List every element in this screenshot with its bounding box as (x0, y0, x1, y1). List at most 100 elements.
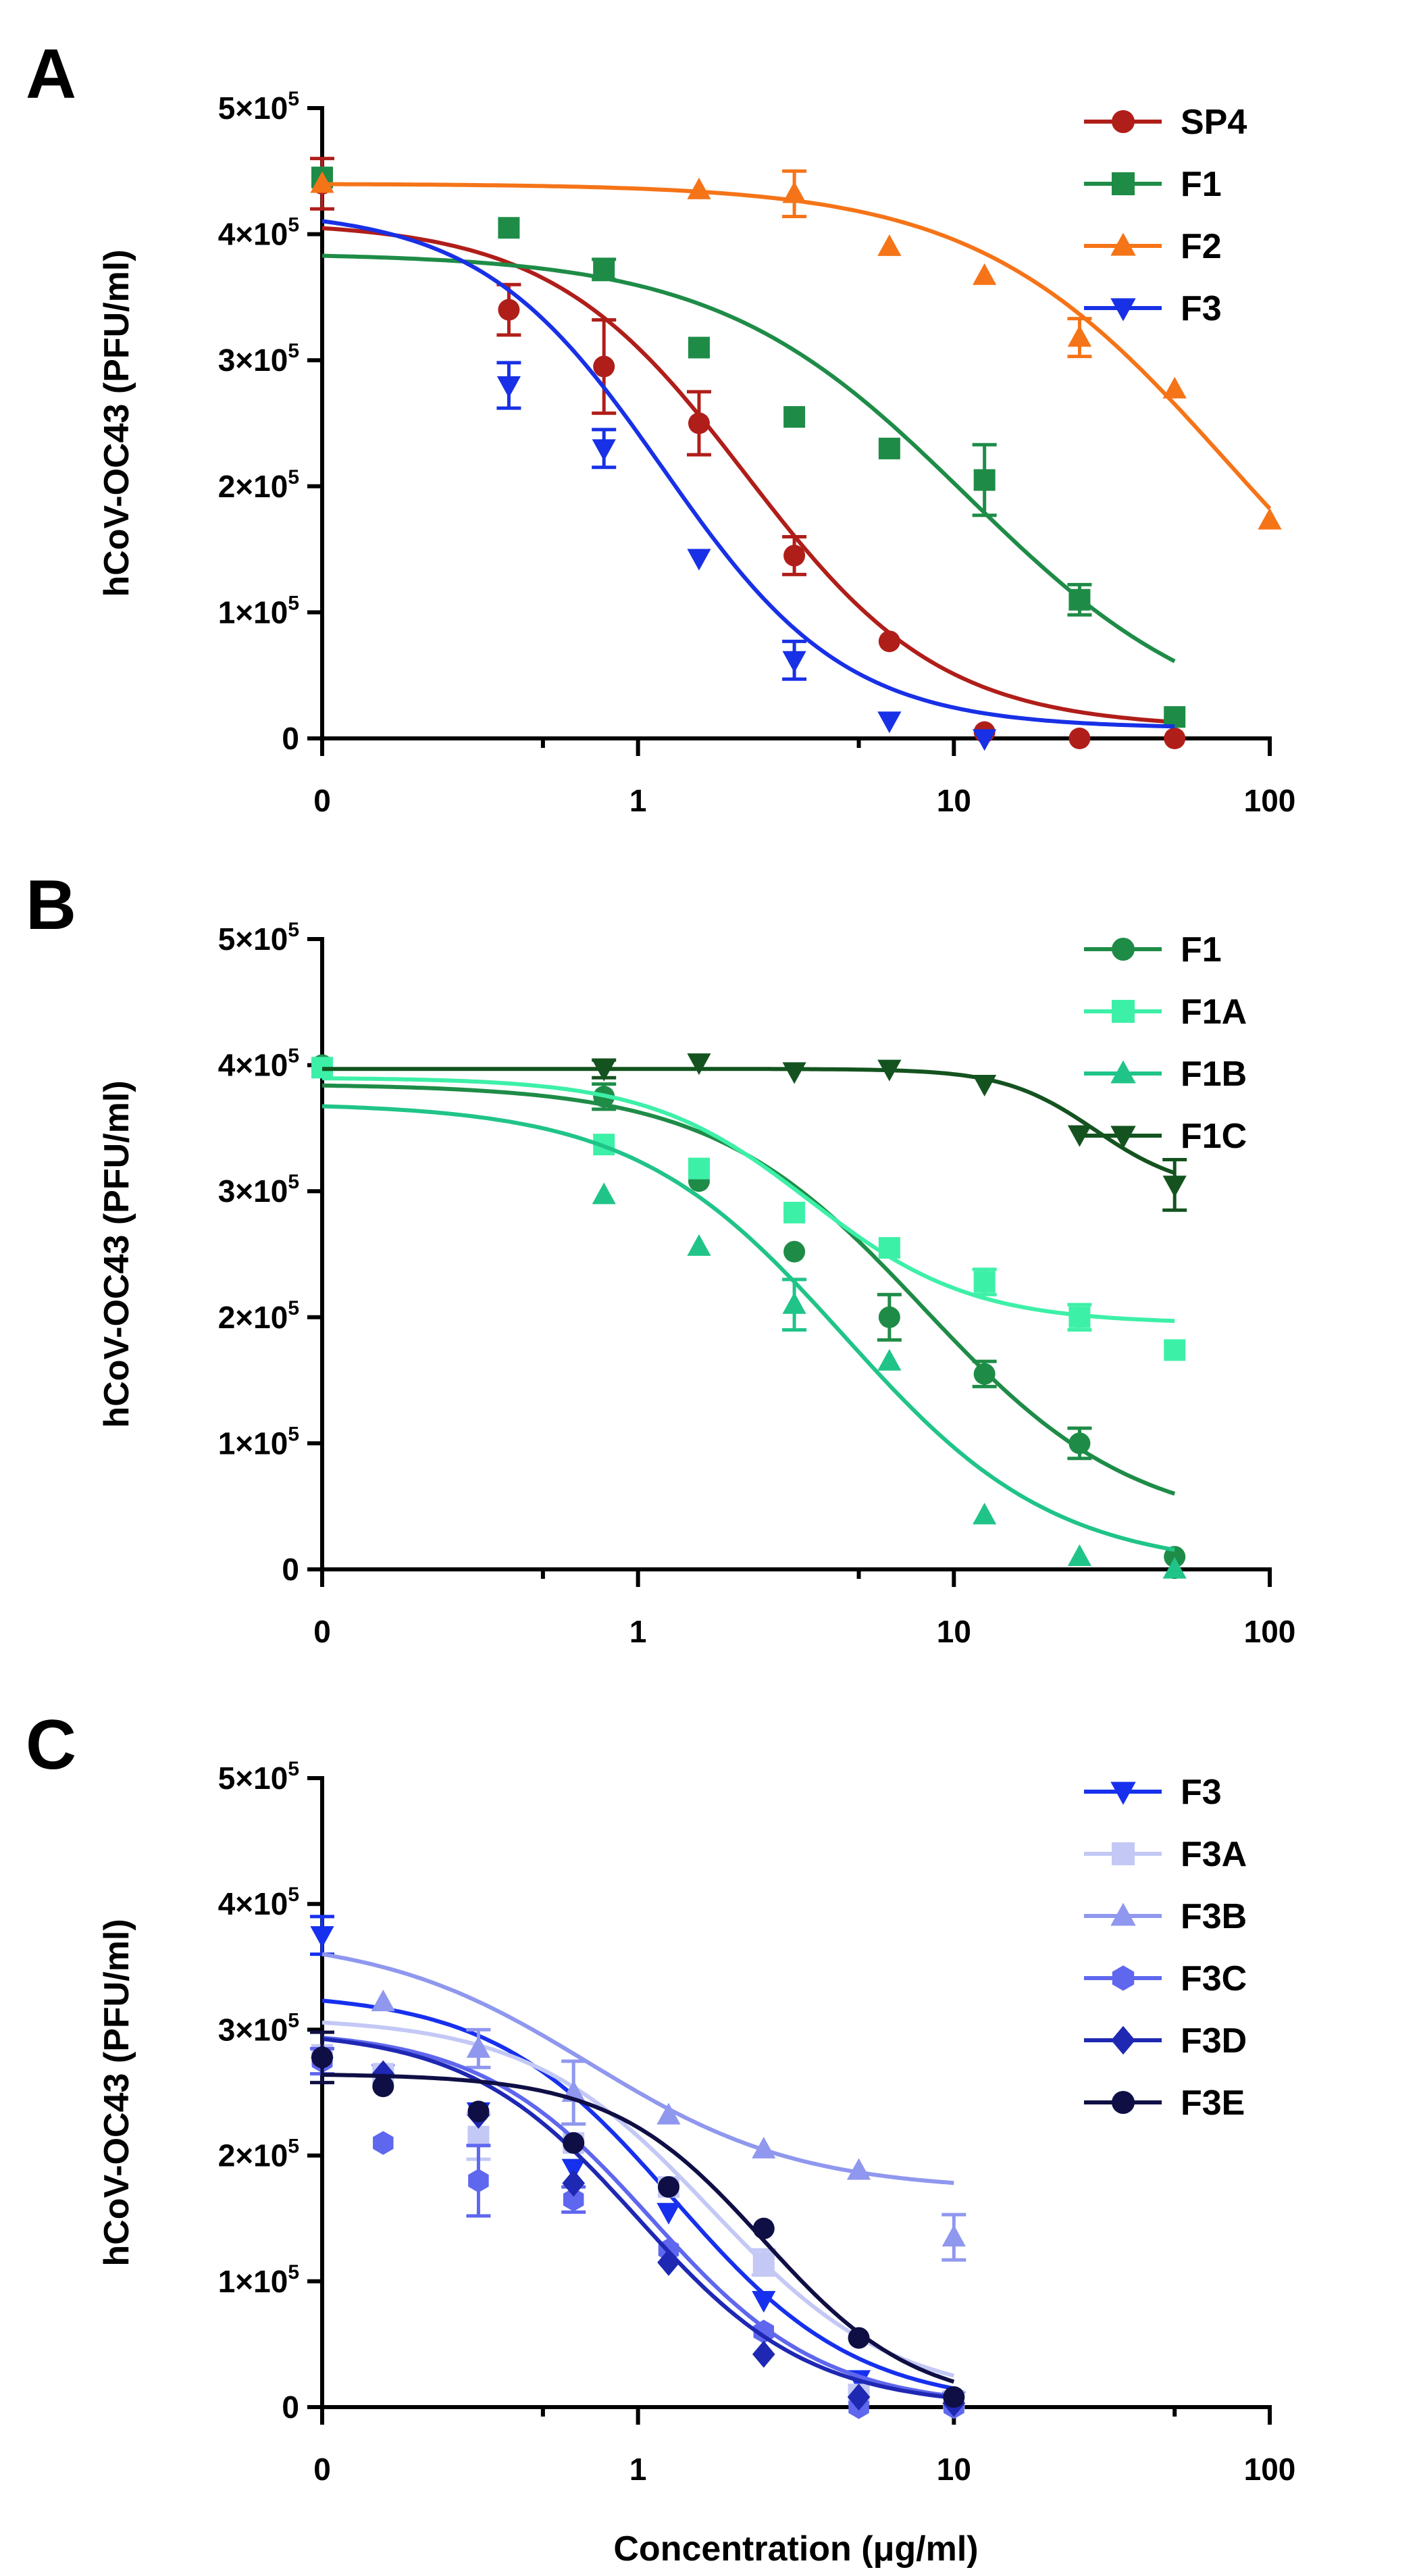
y-tick-exponent: 5 (288, 2261, 299, 2283)
y-axis-title: hCoV-OC43 (PFU/ml) (97, 1080, 136, 1428)
data-point (943, 2386, 965, 2408)
series-f3b (321, 1952, 966, 2262)
data-point (371, 1990, 395, 2012)
data-point (973, 263, 997, 285)
legend-marker (1112, 1842, 1135, 1865)
data-point (373, 2131, 394, 2155)
y-tick-label: 0 (282, 721, 299, 756)
data-point (783, 1240, 806, 1263)
data-point (563, 2131, 585, 2154)
data-point (466, 2036, 491, 2058)
legend-item-f1a: F1A (1084, 992, 1247, 1032)
y-axis-title: hCoV-OC43 (PFU/ml) (97, 249, 136, 597)
data-point (973, 1502, 997, 1525)
data-point (1067, 325, 1092, 347)
y-tick-mantissa: 4×10 (218, 1048, 288, 1083)
y-tick-mantissa: 2×10 (218, 1300, 288, 1335)
y-tick-exponent: 5 (288, 340, 299, 362)
data-point (783, 545, 806, 567)
y-tick-label: 2×105 (218, 466, 299, 504)
y-tick-label: 5×105 (218, 1758, 299, 1796)
data-point (1164, 706, 1186, 728)
data-point (1162, 1176, 1187, 1198)
data-point (752, 2136, 776, 2158)
series-f3e (310, 2030, 965, 2408)
y-tick-mantissa: 1×10 (218, 1425, 288, 1461)
legend-label: F1B (1181, 1055, 1247, 1094)
legend-marker (1112, 110, 1135, 133)
fit-curve (321, 226, 1175, 724)
data-point (657, 2248, 680, 2276)
legend-marker (1110, 1782, 1136, 1805)
fit-curve (322, 2073, 955, 2384)
legend-marker (1110, 1126, 1136, 1149)
x-tick-label: 10 (937, 2452, 971, 2487)
data-point (846, 2158, 871, 2180)
data-point (1068, 728, 1091, 749)
data-point (657, 2176, 679, 2198)
data-point (687, 1053, 711, 1076)
data-point (878, 437, 900, 459)
data-point (687, 1234, 711, 1256)
data-point (752, 2217, 775, 2240)
y-tick-exponent: 5 (288, 919, 299, 941)
x-tick-label: 1 (629, 1614, 647, 1649)
data-point (783, 406, 806, 428)
x-tick-label: 100 (1244, 2452, 1296, 2487)
legend-marker (1112, 1000, 1135, 1023)
y-tick-label: 5×105 (218, 88, 299, 126)
y-tick-mantissa: 2×10 (218, 2138, 288, 2173)
fit-curve (321, 253, 1176, 663)
legend-label: F1A (1181, 992, 1247, 1032)
legend-marker (1111, 2025, 1135, 2055)
data-point (656, 2202, 681, 2225)
fit-curve (321, 182, 1272, 510)
y-tick-exponent: 5 (288, 592, 299, 614)
y-tick-mantissa: 0 (282, 1552, 299, 1587)
series-f1a (311, 1057, 1186, 1361)
y-tick-exponent: 5 (288, 1045, 299, 1067)
legend-label: F3C (1181, 1959, 1247, 1998)
y-tick-exponent: 5 (288, 1758, 299, 1780)
y-tick-label: 3×105 (218, 2009, 299, 2047)
series-sp4 (310, 157, 1186, 749)
data-point (752, 2291, 776, 2313)
data-point (877, 1059, 902, 1082)
legend-item-f2: F2 (1084, 227, 1222, 266)
x-tick-label: 1 (629, 2452, 647, 2487)
legend-label: F2 (1181, 227, 1222, 266)
y-tick-exponent: 5 (288, 1423, 299, 1445)
data-point (467, 2100, 490, 2123)
fit-curve (321, 2036, 954, 2399)
data-point (782, 181, 806, 203)
legend-label: F3A (1181, 1835, 1247, 1874)
y-tick-label: 0 (282, 1552, 299, 1587)
legend-item-f3b: F3B (1084, 1897, 1247, 1936)
y-tick-mantissa: 1×10 (218, 2264, 288, 2299)
data-point (372, 2075, 394, 2098)
fit-curve (321, 1104, 1175, 1552)
data-point (592, 439, 616, 461)
data-point (752, 2251, 775, 2273)
y-tick-exponent: 5 (288, 1884, 299, 1906)
data-point (496, 376, 521, 398)
fit-curve (321, 1952, 954, 2186)
data-point (1258, 507, 1282, 530)
x-tick-label: 10 (937, 783, 971, 818)
data-point (1162, 376, 1187, 399)
data-point (752, 2340, 775, 2368)
data-point (941, 2225, 966, 2247)
data-point (973, 469, 996, 491)
data-point (1067, 1544, 1092, 1566)
x-tick-label: 1 (629, 783, 647, 818)
x-tick-label: 0 (313, 783, 331, 818)
legend-item-f3d: F3D (1084, 2021, 1247, 2061)
data-point (782, 1292, 806, 1314)
fit-curve (322, 1067, 1176, 1176)
data-point (973, 1363, 996, 1385)
series-f2 (310, 169, 1282, 530)
data-point (1067, 1125, 1092, 1147)
